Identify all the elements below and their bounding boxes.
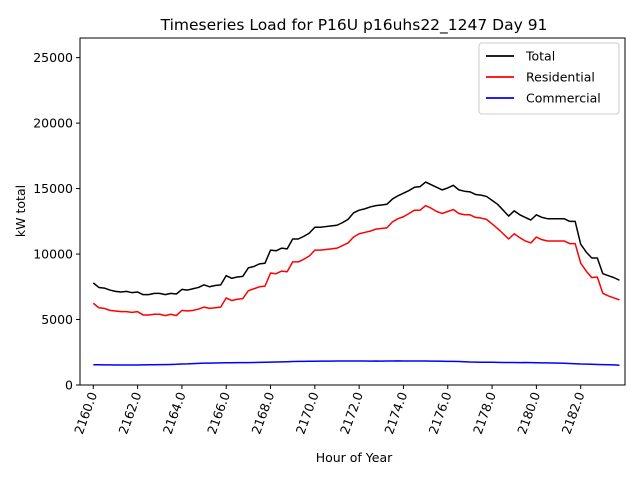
series-line-total [92, 181, 620, 296]
legend-label-residential: Residential [526, 70, 595, 85]
series-line-residential [92, 204, 620, 317]
y-axis-label: kW total [13, 185, 28, 237]
y-tick-label: 5000 [41, 312, 73, 327]
legend-label-commercial: Commercial [526, 91, 601, 106]
legend-frame [478, 42, 620, 115]
plot-frame [79, 37, 626, 386]
x-axis-label: Hour of Year [316, 450, 393, 465]
y-tick-label: 10000 [33, 247, 73, 262]
y-axis: 0 5000 10000 15000 20000 25000 [33, 50, 80, 393]
y-tick-label: 0 [65, 378, 73, 393]
y-tick-label: 15000 [33, 181, 73, 196]
y-tick-label: 20000 [33, 116, 73, 131]
series-lines [92, 181, 620, 366]
y-tick-label: 25000 [33, 50, 73, 65]
chart-title: Timeseries Load for P16U p16uhs22_1247 D… [160, 16, 548, 35]
legend: Total Residential Commercial [478, 42, 620, 115]
legend-label-total: Total [525, 49, 555, 64]
series-line-commercial [93, 360, 620, 366]
